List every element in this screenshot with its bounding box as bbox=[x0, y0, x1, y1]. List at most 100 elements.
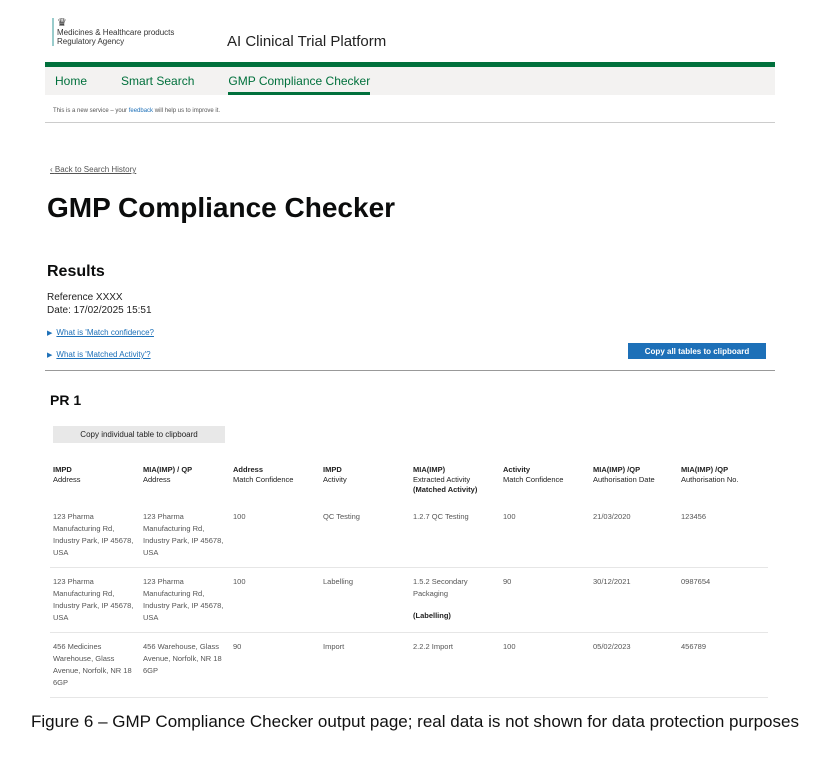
cell-impd-activity: Labelling bbox=[320, 567, 410, 633]
cell-impd-activity: QC Testing bbox=[320, 503, 410, 568]
section-title: PR 1 bbox=[50, 392, 82, 408]
cell-activity-conf: 100 bbox=[500, 503, 590, 568]
column-header: MIA(IMP) / QP Address bbox=[140, 462, 230, 503]
header-text: IMPD bbox=[323, 465, 342, 474]
cell-text: 90 bbox=[233, 642, 242, 651]
results-meta: Reference XXXX Date: 17/02/2025 15:51 bbox=[47, 291, 152, 317]
back-link-label: Back to Search History bbox=[54, 165, 137, 174]
cell-text: 1.2.7 QC Testing bbox=[413, 512, 469, 521]
royal-crest-icon: ♛ bbox=[57, 17, 67, 29]
header-text: Address bbox=[143, 475, 171, 484]
cell-text: 90 bbox=[503, 577, 512, 586]
cell-text: Labelling bbox=[323, 577, 354, 586]
header-accent-bar bbox=[45, 62, 775, 67]
cell-address-conf: 100 bbox=[230, 567, 320, 633]
figure-caption: Figure 6 – GMP Compliance Checker output… bbox=[31, 712, 799, 731]
banner-text-end: will help us to improve it. bbox=[153, 108, 221, 114]
cell-text: 21/03/2020 bbox=[593, 512, 631, 521]
cell-text: 123 Pharma Manufacturing Rd, Industry Pa… bbox=[53, 512, 134, 557]
column-header: IMPD Activity bbox=[320, 462, 410, 503]
header-text: Activity bbox=[503, 465, 531, 474]
cell-auth-date: 30/12/2021 bbox=[590, 567, 678, 633]
triangle-right-icon: ▶ bbox=[47, 330, 53, 337]
cell-text: Import bbox=[323, 642, 345, 651]
back-link[interactable]: ‹ Back to Search History bbox=[50, 165, 137, 174]
cell-text: 456789 bbox=[681, 642, 707, 651]
copy-table-button[interactable]: Copy individual table to clipboard bbox=[53, 426, 225, 443]
header-text: IMPD bbox=[53, 465, 72, 474]
nav-home[interactable]: Home bbox=[55, 74, 88, 88]
column-header: IMPD Address bbox=[50, 462, 140, 503]
triangle-right-icon: ▶ bbox=[47, 352, 53, 359]
nav-gmp-compliance-checker[interactable]: GMP Compliance Checker bbox=[228, 68, 370, 95]
divider bbox=[45, 122, 775, 123]
cell-impd-address: 456 Medicines Warehouse, Glass Avenue, N… bbox=[50, 632, 140, 698]
cell-mia-address: 123 Pharma Manufacturing Rd, Industry Pa… bbox=[140, 567, 230, 633]
table-row: 123 Pharma Manufacturing Rd, Industry Pa… bbox=[50, 503, 768, 568]
cell-auth-no: 456789 bbox=[678, 632, 768, 698]
results-heading: Results bbox=[47, 263, 105, 280]
header-text: Activity bbox=[323, 475, 347, 484]
cell-address-conf: 100 bbox=[230, 503, 320, 568]
cell-text: 1.5.2 Secondary Packaging bbox=[413, 577, 468, 598]
cell-text: 123 Pharma Manufacturing Rd, Industry Pa… bbox=[143, 512, 224, 557]
details-label: What is 'Matched Activity'? bbox=[56, 350, 151, 359]
reference: Reference XXXX bbox=[47, 292, 123, 303]
cell-auth-no: 123456 bbox=[678, 503, 768, 568]
header-text: Match Confidence bbox=[503, 475, 564, 484]
table-row: 123 Pharma Manufacturing Rd, Industry Pa… bbox=[50, 567, 768, 633]
header-text: MIA(IMP) /QP bbox=[681, 465, 729, 474]
cell-extracted: 2.2.2 Import bbox=[410, 632, 500, 698]
cell-text: 30/12/2021 bbox=[593, 577, 631, 586]
cell-address-conf: 90 bbox=[230, 632, 320, 698]
agency-name-line1: Medicines & Healthcare products bbox=[57, 28, 175, 37]
cell-activity-conf: 90 bbox=[500, 567, 590, 633]
cell-auth-date: 05/02/2023 bbox=[590, 632, 678, 698]
details-match-confidence[interactable]: ▶ What is 'Match confidence? bbox=[47, 328, 154, 337]
cell-text: 456 Medicines Warehouse, Glass Avenue, N… bbox=[53, 642, 132, 687]
cell-text: 05/02/2023 bbox=[593, 642, 631, 651]
header-text: Authorisation No. bbox=[681, 475, 739, 484]
details-label: What is 'Match confidence? bbox=[56, 328, 154, 337]
cell-activity-conf: 100 bbox=[500, 632, 590, 698]
cell-text: 100 bbox=[233, 577, 246, 586]
matched-activity: (Labelling) bbox=[413, 611, 451, 620]
agency-logo[interactable]: ♛ Medicines & Healthcare products Regula… bbox=[52, 18, 174, 46]
feedback-link[interactable]: feedback bbox=[128, 108, 154, 114]
date: Date: 17/02/2025 15:51 bbox=[47, 305, 152, 316]
header-text: Match Confidence bbox=[233, 475, 294, 484]
cell-impd-address: 123 Pharma Manufacturing Rd, Industry Pa… bbox=[50, 503, 140, 568]
column-header: Activity Match Confidence bbox=[500, 462, 590, 503]
cell-text: 100 bbox=[233, 512, 246, 521]
copy-all-tables-button[interactable]: Copy all tables to clipboard bbox=[628, 343, 766, 359]
main-nav: Home Smart Search GMP Compliance Checker bbox=[45, 67, 775, 95]
page-title: GMP Compliance Checker bbox=[47, 192, 396, 223]
cell-text: 100 bbox=[503, 512, 516, 521]
agency-name-line2: Regulatory Agency bbox=[57, 37, 125, 46]
header-text: Authorisation Date bbox=[593, 475, 655, 484]
cell-text: 456 Warehouse, Glass Avenue, Norfolk, NR… bbox=[143, 642, 222, 675]
header-text: Address bbox=[233, 465, 264, 474]
cell-auth-date: 21/03/2020 bbox=[590, 503, 678, 568]
cell-text: QC Testing bbox=[323, 512, 360, 521]
beta-banner: This is a new service – your feedback wi… bbox=[53, 108, 220, 114]
cell-impd-activity: Import bbox=[320, 632, 410, 698]
cell-impd-address: 123 Pharma Manufacturing Rd, Industry Pa… bbox=[50, 567, 140, 633]
column-header: MIA(IMP) Extracted Activity (Matched Activ… bbox=[410, 462, 500, 503]
table-row: 456 Medicines Warehouse, Glass Avenue, N… bbox=[50, 632, 768, 698]
header-text: MIA(IMP) bbox=[413, 465, 446, 474]
column-header: Address Match Confidence bbox=[230, 462, 320, 503]
cell-mia-address: 456 Warehouse, Glass Avenue, Norfolk, NR… bbox=[140, 632, 230, 698]
cell-text: 123456 bbox=[681, 512, 707, 521]
results-table: IMPD Address MIA(IMP) / QP Address Address Ma… bbox=[50, 462, 768, 698]
column-header: MIA(IMP) /QP Authorisation Date bbox=[590, 462, 678, 503]
cell-text: 123 Pharma Manufacturing Rd, Industry Pa… bbox=[53, 577, 134, 622]
details-matched-activity[interactable]: ▶ What is 'Matched Activity'? bbox=[47, 350, 151, 359]
app-title: AI Clinical Trial Platform bbox=[227, 33, 387, 50]
header-text: Address bbox=[53, 475, 81, 484]
header-text: (Matched Activity) bbox=[413, 485, 478, 494]
cell-extracted: 1.5.2 Secondary Packaging (Labelling) bbox=[410, 567, 500, 633]
nav-smart-search[interactable]: Smart Search bbox=[121, 74, 195, 88]
cell-text: 0987654 bbox=[681, 577, 711, 586]
banner-text: This is a new service – your bbox=[53, 108, 129, 114]
